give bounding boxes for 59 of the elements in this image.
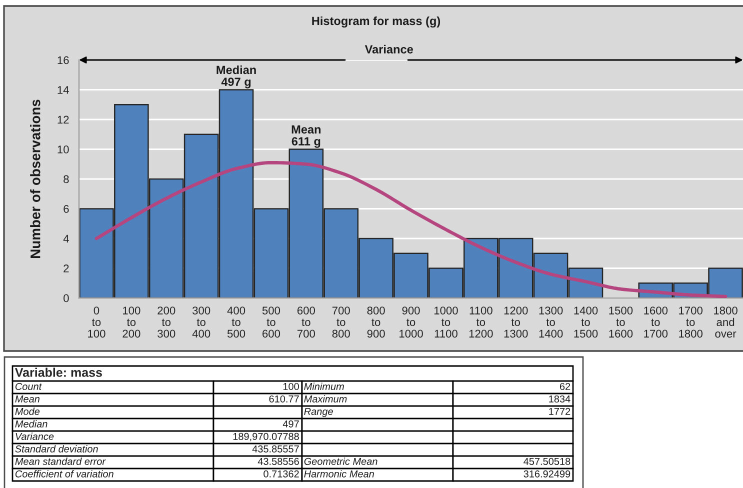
x-tick-label: 1500 to 1600 xyxy=(609,306,633,338)
text: Harmonic Mean xyxy=(304,470,374,478)
text: Range xyxy=(304,408,333,417)
y-tick-label: 14 xyxy=(58,86,69,94)
text: 497 xyxy=(282,420,299,428)
y-tick-label: 16 xyxy=(58,56,69,64)
text: 316.92499 xyxy=(524,470,570,478)
y-tick-label: 12 xyxy=(58,116,69,124)
y-tick-label: 10 xyxy=(58,146,69,154)
text: Variable: mass xyxy=(15,368,102,377)
annotation: Median 497 g xyxy=(216,65,256,88)
text: 189,970.07788 xyxy=(233,432,299,442)
x-tick-label: 1200 to 1300 xyxy=(504,306,528,338)
text: Median xyxy=(15,420,48,428)
text: 610.77 xyxy=(269,395,299,403)
annotation: Mean 611 g xyxy=(292,125,321,148)
y-tick-label: 2 xyxy=(64,264,69,272)
x-tick-label: 300 to 400 xyxy=(192,306,210,338)
text: 1834 xyxy=(549,395,570,403)
x-tick-label: 1700 to 1800 xyxy=(679,306,703,338)
text: 457.50518 xyxy=(524,458,570,465)
text: Mean standard error xyxy=(15,458,106,465)
text: Maximum xyxy=(304,395,347,403)
x-tick-label: 0 to 100 xyxy=(88,306,106,338)
text: 43.58556 xyxy=(258,458,299,465)
text: Minimum xyxy=(304,382,344,390)
x-tick-label: 1100 to 1200 xyxy=(469,306,493,338)
x-tick-label: 200 to 300 xyxy=(158,306,176,338)
x-tick-label: 1300 to 1400 xyxy=(539,306,563,338)
y-tick-label: 0 xyxy=(64,294,69,302)
x-tick-label: 1000 to 1100 xyxy=(434,306,458,338)
x-tick-label: 600 to 700 xyxy=(297,306,315,338)
text: 0.71362 xyxy=(264,470,299,478)
x-tick-label: 700 to 800 xyxy=(332,306,350,338)
x-tick-label: 100 to 200 xyxy=(122,306,140,338)
x-tick-label: 1800 and over xyxy=(714,306,738,338)
chart-title: Histogram for mass (g) xyxy=(312,16,440,28)
text: Variance xyxy=(364,44,413,54)
y-axis-title: Number of observations xyxy=(30,100,40,258)
text: 435.85557 xyxy=(252,445,299,452)
text: Variance xyxy=(16,432,54,440)
text: 62 xyxy=(560,382,570,390)
x-tick-label: 400 to 500 xyxy=(227,306,246,338)
text: Coefficient of variation xyxy=(15,470,114,478)
text: Mean xyxy=(15,396,40,403)
x-tick-label: 1400 to 1500 xyxy=(574,306,598,338)
text: Standard deviation xyxy=(15,445,98,452)
text: 100 xyxy=(283,382,299,390)
text: Count xyxy=(15,382,42,390)
text: Mode xyxy=(15,408,40,416)
x-tick-label: 900 to 1000 xyxy=(399,306,423,338)
text: 1772 xyxy=(549,408,570,415)
x-tick-label: 800 to 900 xyxy=(367,306,385,338)
y-tick-label: 6 xyxy=(64,205,69,213)
y-tick-label: 4 xyxy=(63,234,69,243)
text: Geometric Mean xyxy=(304,458,378,465)
x-tick-label: 1600 to 1700 xyxy=(644,306,668,338)
y-tick-label: 8 xyxy=(64,175,69,184)
x-tick-label: 500 to 600 xyxy=(262,306,280,338)
